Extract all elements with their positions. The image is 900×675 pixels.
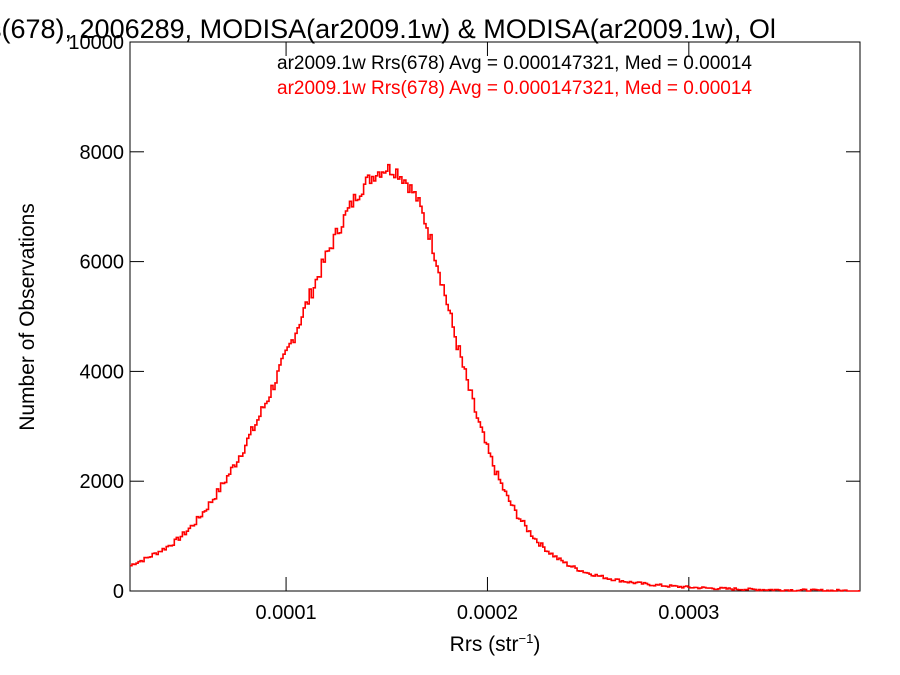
- x-tick-label: 0.0002: [457, 602, 518, 624]
- x-tick-label: 0.0003: [658, 602, 719, 624]
- legend: ar2009.1w Rrs(678) Avg = 0.000147321, Me…: [277, 53, 752, 99]
- x-axis-label-sup: −1: [519, 631, 534, 646]
- x-axis-label-close: ): [533, 633, 540, 656]
- chart-title: s(678), 2006289, MODISA(ar2009.1w) & MOD…: [0, 14, 776, 44]
- y-tick-label: 8000: [80, 142, 125, 164]
- y-tick-label: 0: [113, 581, 124, 603]
- x-tick-label: 0.0001: [255, 602, 316, 624]
- series-layer: [130, 163, 860, 592]
- y-tick-label: 2000: [80, 471, 125, 493]
- plot-frame: [129, 41, 861, 592]
- y-axis-label: Number of Observations: [16, 203, 39, 431]
- x-axis-ticks: 0.0001 0.0002 0.0003: [255, 42, 719, 624]
- histogram-step-line: [130, 163, 860, 592]
- y-axis-ticks: 0 2000 4000 6000 8000 10000: [68, 32, 860, 603]
- x-axis-label: Rrs (str−1): [450, 631, 541, 656]
- x-axis-label-main: Rrs (str: [450, 633, 519, 656]
- legend-entry-black: ar2009.1w Rrs(678) Avg = 0.000147321, Me…: [277, 53, 752, 74]
- y-tick-label: 6000: [80, 252, 125, 274]
- legend-entry-red: ar2009.1w Rrs(678) Avg = 0.000147321, Me…: [277, 78, 752, 99]
- y-tick-label: 4000: [80, 361, 125, 383]
- y-tick-label: 10000: [68, 32, 124, 54]
